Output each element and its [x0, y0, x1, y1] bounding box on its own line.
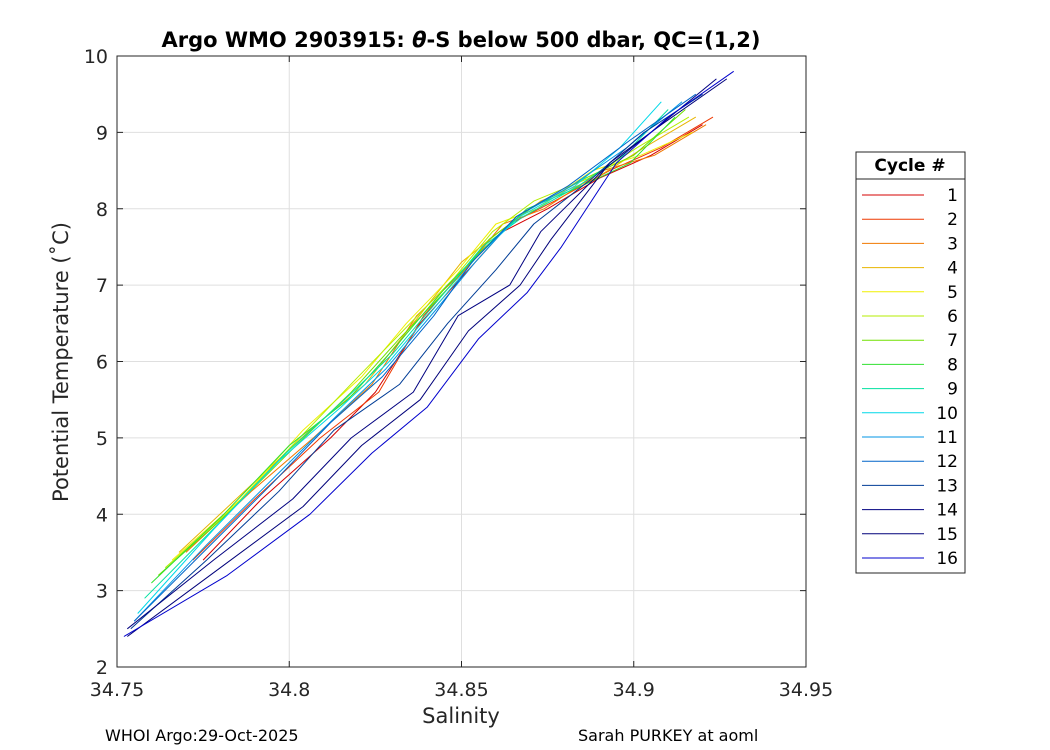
series-line-cycle-11	[133, 101, 683, 622]
legend-title: Cycle #	[874, 156, 945, 176]
y-tick-label: 5	[96, 428, 108, 450]
legend-label: 4	[947, 259, 958, 279]
series-line-cycle-12	[133, 93, 697, 622]
legend-label: 14	[936, 501, 958, 521]
legend-label: 6	[947, 307, 958, 327]
legend-label: 9	[947, 380, 958, 400]
y-axis-label: Potential Temperature (˚C)	[49, 222, 73, 502]
x-axis-label: Salinity	[422, 704, 500, 728]
legend-label: 1	[947, 186, 958, 206]
chart-title-prefix: Argo WMO 2903915:	[161, 28, 412, 52]
x-tick-label: 34.75	[90, 679, 144, 701]
y-tick-label: 6	[96, 352, 108, 374]
legend-label: 3	[947, 234, 958, 254]
y-tick-label: 3	[96, 581, 108, 603]
legend-label: 16	[936, 549, 958, 569]
legend-label: 13	[936, 476, 958, 496]
x-tick-label: 34.95	[779, 679, 833, 701]
series-line-cycle-15	[127, 78, 728, 637]
chart-title-theta: θ	[412, 28, 426, 52]
ticks: 34.75 34.8 34.85 34.9 34.95 2 3 4 5 6 7 8 9 10	[84, 46, 833, 701]
series-line-cycle-3	[185, 124, 707, 553]
footer-right: Sarah PURKEY at aoml	[578, 726, 758, 745]
y-tick-label: 7	[96, 275, 108, 297]
series-lines	[123, 70, 734, 637]
x-tick-label: 34.85	[434, 679, 488, 701]
y-tick-label: 4	[96, 504, 108, 526]
series-line-cycle-14	[126, 78, 717, 630]
chart-title-suffix: -S below 500 dbar, QC=(1,2)	[427, 28, 761, 52]
legend-label: 7	[947, 331, 958, 351]
legend-label: 15	[936, 525, 958, 545]
legend-box	[855, 151, 966, 574]
x-tick-label: 34.9	[613, 679, 655, 701]
series-line-cycle-16	[123, 70, 734, 637]
legend-label: 12	[936, 452, 958, 472]
y-tick-label: 9	[96, 122, 108, 144]
legend-label: 2	[947, 210, 958, 230]
legend-label: 5	[947, 283, 958, 303]
y-tick-label: 10	[84, 46, 108, 68]
y-tick-label: 8	[96, 199, 108, 221]
footer-left: WHOI Argo:29-Oct-2025	[105, 726, 299, 745]
legend-label: 10	[936, 404, 958, 424]
chart-title: Argo WMO 2903915: θ-S below 500 dbar, QC…	[161, 28, 760, 52]
legend-label: 11	[936, 428, 958, 448]
x-tick-label: 34.8	[268, 679, 310, 701]
legend-label: 8	[947, 355, 958, 375]
y-tick-label: 2	[96, 657, 108, 679]
